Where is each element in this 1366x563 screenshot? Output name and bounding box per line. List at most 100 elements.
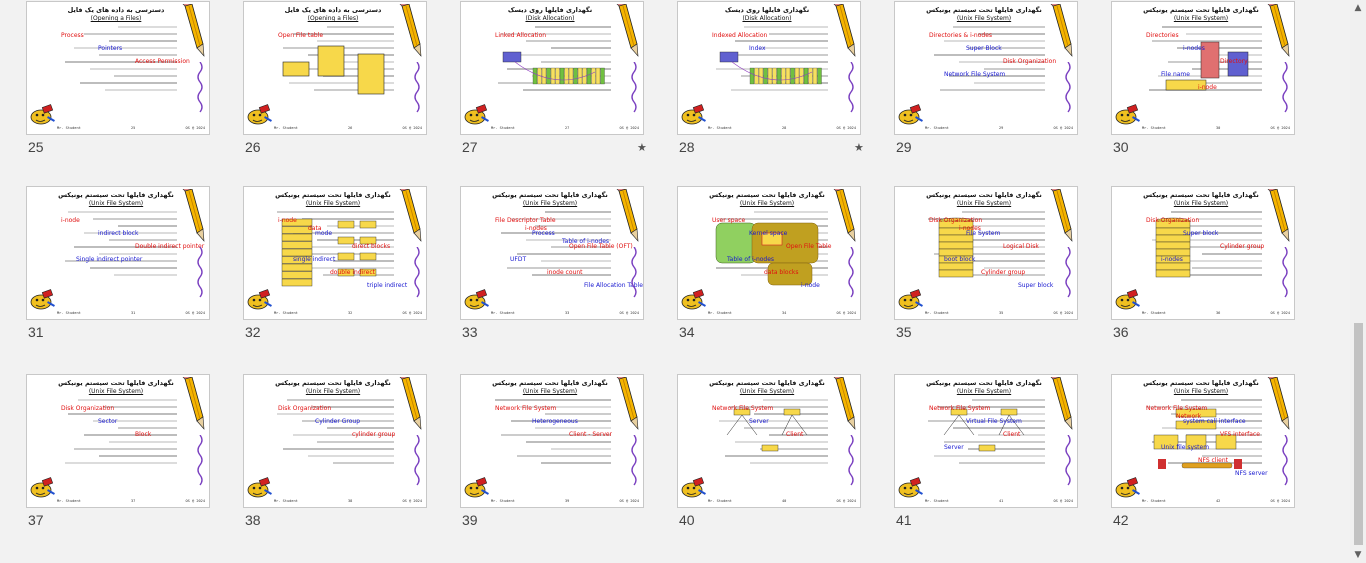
slide-subtitle: (Disk Allocation) (525, 15, 575, 22)
animation-star-icon[interactable]: ★ (637, 141, 647, 154)
slide-title: نگهداری فایلها تحت سیستم یونیکس (926, 379, 1042, 387)
text-line (1152, 40, 1262, 42)
slide-title: نگهداری فایلها تحت سیستم یونیکس (1143, 191, 1259, 199)
footer-left: Mr. Student (491, 499, 515, 503)
animation-star-icon[interactable]: ★ (854, 141, 864, 154)
slide-title: نگهداری فایلها روی دیسک (724, 6, 810, 14)
text-line (928, 420, 1045, 422)
decorative-squiggle-icon (848, 434, 854, 486)
vertical-scrollbar[interactable]: ▲ ▼ (1350, 0, 1366, 563)
slide-label: double indirect (330, 269, 375, 276)
text-line (1161, 26, 1262, 28)
slide-thumbnail-36[interactable]: نگهداری فایلها تحت سیستم یونیکس (Unix Fil… (1111, 186, 1295, 320)
slide-thumbnail-cell: نگهداری فایلها تحت سیستم یونیکس (Unix Fil… (868, 374, 1078, 549)
scroll-up-arrow[interactable]: ▲ (1354, 3, 1362, 13)
text-line (332, 462, 394, 464)
pencil-icon (616, 2, 639, 57)
slide-title: نگهداری فایلها روی دیسک (507, 6, 593, 14)
slide-footer: Mr. Student 41 OS @ 2024 (925, 499, 1073, 505)
slide-label: Heterogeneous (532, 418, 578, 425)
slide-label: Open File Table (OFT) (569, 243, 633, 250)
footer-page-number: 38 (348, 499, 353, 503)
pencil-icon (616, 187, 639, 242)
slide-diagram (715, 222, 819, 286)
footer-right: OS @ 2024 (402, 311, 422, 315)
slide-title: نگهداری فایلها تحت سیستم یونیکس (275, 191, 391, 199)
text-line (750, 462, 828, 464)
slide-thumbnail-29[interactable]: نگهداری فایلها تحت سیستم یونیکس (Unix Fil… (894, 1, 1078, 135)
text-line (1186, 33, 1262, 35)
text-line (1195, 218, 1262, 220)
slide-number: 26 (245, 139, 261, 155)
footer-left: Mr. Student (57, 126, 81, 130)
slide-thumbnail-34[interactable]: نگهداری فایلها تحت سیستم یونیکس (Unix Fil… (677, 186, 861, 320)
footer-right: OS @ 2024 (1270, 126, 1290, 130)
slide-thumbnail-26[interactable]: دسترسی به داده های یک فایل (Opening a Fil… (243, 1, 427, 135)
text-line (332, 260, 394, 262)
text-line (118, 26, 177, 28)
slide-subtitle: (Unix File System) (1173, 15, 1229, 22)
slide-title: نگهداری فایلها تحت سیستم یونیکس (1143, 379, 1259, 387)
slide-thumbnail-cell: نگهداری فایلها تحت سیستم یونیکس (Unix Fil… (217, 374, 427, 549)
slide-label: Indexed Allocation (712, 32, 768, 39)
text-line (1158, 274, 1262, 276)
slide-thumbnail-28[interactable]: نگهداری فایلها روی دیسک (Disk Allocation)… (677, 1, 861, 135)
text-line (105, 89, 177, 91)
slide-diagram (719, 51, 822, 85)
text-line (526, 441, 611, 443)
slide-thumbnail-25[interactable]: دسترسی به داده های یک فایل (Opening a Fil… (26, 1, 210, 135)
footer-left: Mr. Student (491, 311, 515, 315)
text-line (292, 232, 394, 234)
slide-thumbnail-35[interactable]: نگهداری فایلها تحت سیستم یونیکس (Unix Fil… (894, 186, 1078, 320)
slide-subtitle: (Unix File System) (956, 388, 1012, 395)
text-line (744, 427, 828, 429)
text-line (753, 211, 828, 213)
scrollbar-thumb[interactable] (1354, 323, 1363, 545)
slide-thumbnail-cell: نگهداری فایلها روی دیسک (Disk Allocation)… (434, 1, 644, 176)
text-line (313, 89, 394, 91)
text-line (89, 68, 177, 70)
slide-thumbnail-32[interactable]: نگهداری فایلها تحت سیستم یونیکس (Unix Fil… (243, 186, 427, 320)
slide-number: 36 (1113, 324, 1129, 340)
slide-thumbnail-41[interactable]: نگهداری فایلها تحت سیستم یونیکس (Unix Fil… (894, 374, 1078, 508)
slide-thumbnail-38[interactable]: نگهداری فایلها تحت سیستم یونیکس (Unix Fil… (243, 374, 427, 508)
text-line (958, 61, 1045, 63)
text-line (93, 218, 177, 220)
slide-footer: Mr. Student 37 OS @ 2024 (57, 499, 205, 505)
slide-body-text (493, 399, 611, 469)
slide-title: نگهداری فایلها تحت سیستم یونیکس (709, 191, 825, 199)
slide-thumbnail-40[interactable]: نگهداری فایلها تحت سیستم یونیکس (Unix Fil… (677, 374, 861, 508)
slide-thumbnail-27[interactable]: نگهداری فایلها روی دیسک (Disk Allocation)… (460, 1, 644, 135)
text-line (516, 455, 611, 457)
slide-thumbnail-39[interactable]: نگهداری فایلها تحت سیستم یونیکس (Unix Fil… (460, 374, 644, 508)
slide-number: 27 (462, 139, 478, 155)
slide-thumbnail-cell: دسترسی به داده های یک فایل (Opening a Fil… (0, 1, 210, 176)
slide-label: mode (315, 230, 333, 237)
slide-thumbnail-33[interactable]: نگهداری فایلها تحت سیستم یونیکس (Unix Fil… (460, 186, 644, 320)
slide-footer: Mr. Student 33 OS @ 2024 (491, 311, 639, 317)
slide-title: نگهداری فایلها تحت سیستم یونیکس (926, 191, 1042, 199)
text-line (934, 455, 1045, 457)
pencil-icon (833, 375, 856, 430)
footer-right: OS @ 2024 (185, 499, 205, 503)
mascot-icon (464, 104, 489, 125)
text-line (301, 420, 394, 422)
slide-label: Open File table (278, 32, 324, 39)
slide-footer: Mr. Student 31 OS @ 2024 (57, 311, 205, 317)
slide-thumbnail-42[interactable]: نگهداری فایلها تحت سیستم یونیکس (Unix Fil… (1111, 374, 1295, 508)
slide-label: Network File System (929, 405, 991, 412)
footer-right: OS @ 2024 (619, 311, 639, 315)
slide-number: 31 (28, 324, 44, 340)
slide-title: دسترسی به داده های یک فایل (284, 6, 382, 14)
slide-thumbnail-37[interactable]: نگهداری فایلها تحت سیستم یونیکس (Unix Fil… (26, 374, 210, 508)
slide-thumbnail-30[interactable]: نگهداری فایلها تحت سیستم یونیکس (Unix Fil… (1111, 1, 1295, 135)
slide-thumbnail-31[interactable]: نگهداری فایلها تحت سیستم یونیکس (Unix Fil… (26, 186, 210, 320)
slide-title: نگهداری فایلها تحت سیستم یونیکس (709, 379, 825, 387)
text-line (1195, 420, 1262, 422)
slide-body-text (276, 399, 394, 469)
pencil-icon (1050, 187, 1073, 242)
scroll-down-arrow[interactable]: ▼ (1354, 550, 1362, 560)
text-line (510, 420, 611, 422)
text-line (74, 47, 177, 49)
